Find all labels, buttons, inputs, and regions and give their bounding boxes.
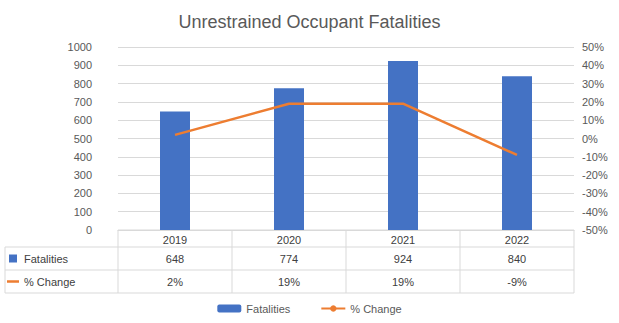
- svg-text:19%: 19%: [278, 276, 300, 288]
- svg-text:Fatalities: Fatalities: [24, 253, 69, 265]
- svg-text:2%: 2%: [167, 276, 183, 288]
- svg-text:2019: 2019: [163, 234, 187, 246]
- svg-text:Fatalities: Fatalities: [246, 303, 291, 315]
- svg-text:50%: 50%: [582, 41, 604, 53]
- svg-text:40%: 40%: [582, 59, 604, 71]
- svg-text:10%: 10%: [582, 114, 604, 126]
- svg-text:700: 700: [74, 96, 92, 108]
- svg-text:800: 800: [74, 78, 92, 90]
- svg-text:300: 300: [74, 169, 92, 181]
- svg-text:-30%: -30%: [582, 187, 608, 199]
- svg-text:-40%: -40%: [582, 206, 608, 218]
- svg-text:2022: 2022: [505, 234, 529, 246]
- svg-text:-10%: -10%: [582, 151, 608, 163]
- svg-text:Unrestrained Occupant Fataliti: Unrestrained Occupant Fatalities: [178, 12, 440, 32]
- svg-text:400: 400: [74, 151, 92, 163]
- svg-text:100: 100: [74, 206, 92, 218]
- svg-text:% Change: % Change: [24, 276, 75, 288]
- svg-text:19%: 19%: [392, 276, 414, 288]
- svg-text:924: 924: [394, 253, 412, 265]
- svg-text:20%: 20%: [582, 96, 604, 108]
- svg-text:0%: 0%: [582, 133, 598, 145]
- svg-text:900: 900: [74, 59, 92, 71]
- svg-text:648: 648: [166, 253, 184, 265]
- svg-text:0: 0: [86, 224, 92, 236]
- svg-text:2021: 2021: [391, 234, 415, 246]
- svg-text:% Change: % Change: [350, 303, 401, 315]
- svg-text:30%: 30%: [582, 78, 604, 90]
- svg-text:-50%: -50%: [582, 224, 608, 236]
- svg-text:2020: 2020: [277, 234, 301, 246]
- svg-text:774: 774: [280, 253, 298, 265]
- svg-text:840: 840: [508, 253, 526, 265]
- svg-text:-20%: -20%: [582, 169, 608, 181]
- svg-text:500: 500: [74, 133, 92, 145]
- svg-text:200: 200: [74, 187, 92, 199]
- svg-text:1000: 1000: [68, 41, 92, 53]
- svg-text:600: 600: [74, 114, 92, 126]
- svg-text:-9%: -9%: [507, 276, 527, 288]
